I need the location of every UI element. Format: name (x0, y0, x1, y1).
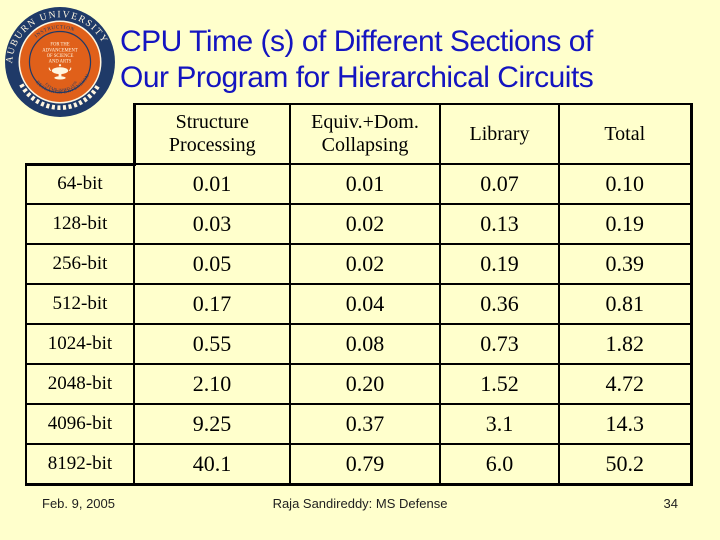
cpu-time-cell: 50.2 (558, 443, 693, 486)
cpu-time-cell: 0.73 (439, 323, 560, 365)
cpu-time-cell: 9.25 (133, 403, 291, 445)
cpu-time-cell: 0.13 (439, 203, 560, 245)
row-label: 128-bit (25, 203, 135, 245)
table-row-128-bit: 128-bit 0.03 0.02 0.13 0.19 (25, 203, 693, 245)
auburn-university-seal-logo: AUBURN UNIVERSITY INSTRUCTION RESEARCH E… (4, 7, 115, 117)
row-label: 512-bit (25, 283, 135, 325)
seal-laurel-branches (19, 83, 101, 110)
row-label: 64-bit (25, 162, 135, 205)
cpu-time-cell: 1.82 (558, 323, 693, 365)
table-row-4096-bit: 4096-bit 9.25 0.37 3.1 14.3 (25, 403, 693, 445)
cpu-time-cell: 0.03 (133, 203, 291, 245)
cpu-time-cell: 0.05 (133, 243, 291, 285)
cpu-time-cell: 0.07 (439, 163, 560, 205)
table-row-64-bit: 64-bit 0.01 0.01 0.07 0.10 (25, 162, 693, 205)
cpu-time-cell: 0.37 (289, 403, 441, 445)
svg-text:AND ARTS: AND ARTS (49, 60, 72, 65)
table-row-1024-bit: 1024-bit 0.55 0.08 0.73 1.82 (25, 323, 693, 365)
cpu-time-cell: 14.3 (558, 403, 693, 445)
cpu-time-cell: 0.01 (133, 163, 291, 205)
cpu-time-cell: 0.20 (289, 363, 441, 405)
footer-author-text: Raja Sandireddy: MS Defense (272, 496, 448, 511)
column-header-total: Total (558, 103, 693, 165)
corner-cell (26, 104, 134, 164)
row-label: 256-bit (25, 243, 135, 285)
row-label: 8192-bit (25, 443, 135, 486)
table-row-256-bit: 256-bit 0.05 0.02 0.19 0.39 (25, 243, 693, 285)
cpu-time-table: Structure Processing Equiv.+Dom. Collaps… (25, 103, 693, 486)
cpu-time-cell: 0.36 (439, 283, 560, 325)
cpu-time-cell: 0.01 (289, 163, 441, 205)
column-header-structure-processing: Structure Processing (132, 103, 291, 165)
cpu-time-cell: 0.08 (289, 323, 441, 365)
cpu-time-cell: 1.52 (439, 363, 560, 405)
row-label: 4096-bit (25, 403, 135, 445)
column-header-library: Library (439, 103, 560, 165)
table-row-8192-bit: 8192-bit 40.1 0.79 6.0 50.2 (25, 443, 693, 486)
table-row-512-bit: 512-bit 0.17 0.04 0.36 0.81 (25, 283, 693, 325)
cpu-time-cell: 40.1 (133, 443, 291, 486)
cpu-time-cell: 0.39 (558, 243, 693, 285)
seal-inner-disc (18, 20, 102, 104)
cpu-time-cell: 0.81 (558, 283, 693, 325)
cpu-time-cell: 0.19 (439, 243, 560, 285)
cpu-time-cell: 0.10 (558, 163, 693, 205)
slide-title-line1: CPU Time (s) of Different Sections of (120, 25, 593, 58)
cpu-time-cell: 2.10 (133, 363, 291, 405)
cpu-time-cell: 3.1 (439, 403, 560, 445)
slide-title-line2: Our Program for Hierarchical Circuits (120, 61, 594, 94)
cpu-time-cell: 0.79 (289, 443, 441, 486)
table-row-2048-bit: 2048-bit 2.10 0.20 1.52 4.72 (25, 363, 693, 405)
seal-center-motto: FOR THE ADVANCEMENT OF SCIENCE AND ARTS (42, 43, 78, 65)
cpu-time-cell: 0.55 (133, 323, 291, 365)
svg-text:ADVANCEMENT: ADVANCEMENT (42, 48, 78, 53)
svg-text:OF SCIENCE: OF SCIENCE (47, 54, 74, 59)
cpu-time-cell: 0.02 (289, 243, 441, 285)
cpu-time-cell: 0.19 (558, 203, 693, 245)
cpu-time-cell: 0.04 (289, 283, 441, 325)
table-header-row: Structure Processing Equiv.+Dom. Collaps… (26, 103, 693, 165)
cpu-time-cell: 0.02 (289, 203, 441, 245)
slide-title: CPU Time (s) of Different Sections of Ou… (120, 24, 712, 96)
slide-page-number: 34 (663, 496, 678, 511)
row-label: 1024-bit (25, 323, 135, 365)
cpu-time-cell: 6.0 (439, 443, 560, 486)
footer-date: Feb. 9, 2005 (42, 496, 115, 511)
svg-text:FOR THE: FOR THE (50, 43, 69, 48)
row-label: 2048-bit (25, 363, 135, 405)
seal-lamp-icon (48, 64, 72, 80)
cpu-time-cell: 4.72 (558, 363, 693, 405)
cpu-time-cell: 0.17 (133, 283, 291, 325)
column-header-equiv-dom-collapsing: Equiv.+Dom. Collapsing (289, 103, 441, 165)
